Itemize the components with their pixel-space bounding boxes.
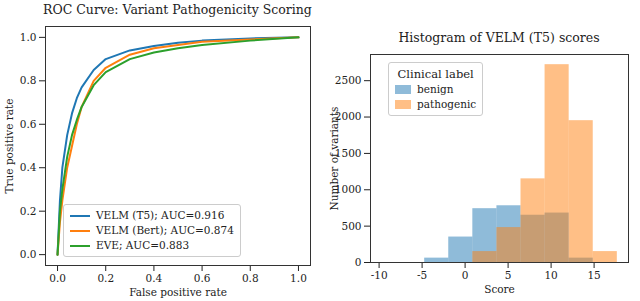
svg-text:0.0: 0.0 bbox=[49, 272, 66, 284]
svg-text:0.0: 0.0 bbox=[20, 248, 37, 260]
html-text:benign: benign bbox=[417, 83, 454, 95]
svg-text:0.8: 0.8 bbox=[20, 74, 37, 86]
svg-text:-5: -5 bbox=[417, 269, 427, 281]
svg-text:2500: 2500 bbox=[335, 74, 362, 86]
svg-text:1500: 1500 bbox=[334, 146, 362, 159]
html-text:VELM (T5); AUC=0.916: VELM (T5); AUC=0.916 bbox=[96, 209, 225, 221]
html-text:VELM (Bert); AUC=0.874: VELM (Bert); AUC=0.874 bbox=[96, 224, 234, 236]
svg-text:10: 10 bbox=[544, 269, 557, 281]
svg-text:True positive rate: True positive rate bbox=[3, 99, 15, 194]
svg-text:0.2: 0.2 bbox=[20, 205, 37, 217]
svg-text:1.0: 1.0 bbox=[290, 272, 307, 284]
svg-text:0.2: 0.2 bbox=[97, 272, 114, 284]
svg-text:Number of variants: Number of variants bbox=[328, 107, 340, 211]
html-text:ROC Curve: Variant Pathogenici: ROC Curve: Variant Pathogenicity Scoring bbox=[43, 2, 312, 17]
svg-text:0.4: 0.4 bbox=[20, 161, 37, 173]
svg-text:2000: 2000 bbox=[334, 110, 362, 123]
html-text:pathogenic: pathogenic bbox=[417, 98, 477, 110]
svg-text:False positive rate: False positive rate bbox=[129, 286, 227, 298]
svg-text:0.6: 0.6 bbox=[20, 118, 37, 130]
svg-text:0: 0 bbox=[355, 256, 362, 268]
svg-text:5: 5 bbox=[505, 269, 512, 281]
svg-text:1000: 1000 bbox=[334, 183, 362, 196]
svg-text:0.6: 0.6 bbox=[194, 272, 211, 284]
svg-text:1.0: 1.0 bbox=[20, 31, 37, 43]
svg-text:Score: Score bbox=[484, 283, 515, 295]
svg-text:0.8: 0.8 bbox=[242, 272, 259, 284]
svg-text:0: 0 bbox=[462, 269, 469, 281]
svg-text:-10: -10 bbox=[371, 269, 388, 281]
svg-text:500: 500 bbox=[341, 219, 361, 231]
svg-text:15: 15 bbox=[587, 269, 600, 281]
html-text:EVE; AUC=0.883: EVE; AUC=0.883 bbox=[96, 239, 190, 251]
html-text:Clinical label: Clinical label bbox=[397, 67, 474, 81]
svg-text:0.4: 0.4 bbox=[146, 272, 163, 284]
html-text:Histogram of VELM (T5) scores: Histogram of VELM (T5) scores bbox=[398, 30, 600, 45]
